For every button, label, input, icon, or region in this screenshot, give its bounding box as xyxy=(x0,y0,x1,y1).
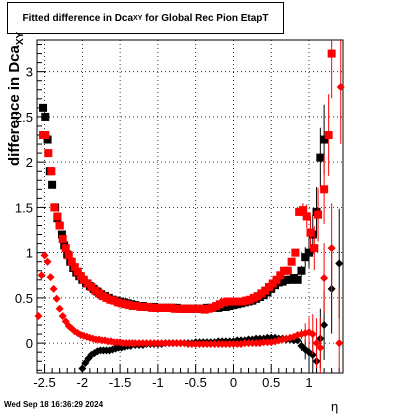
y-axis-label-subscript: XY xyxy=(15,31,26,46)
data-point xyxy=(320,321,329,330)
data-point xyxy=(48,180,57,189)
data-point xyxy=(306,228,315,237)
data-point xyxy=(327,49,336,58)
y-axis-label-text: difference in Dca xyxy=(6,45,23,166)
data-point xyxy=(37,271,46,280)
data-point xyxy=(316,153,325,162)
data-point xyxy=(67,257,76,266)
data-point xyxy=(320,135,329,144)
x-tick-label: 1 xyxy=(305,375,312,390)
data-point xyxy=(297,266,306,275)
data-point xyxy=(301,253,310,262)
data-point xyxy=(55,221,64,230)
y-tick-label: 1 xyxy=(26,246,33,261)
data-point xyxy=(53,212,62,221)
title-text: Fitted difference in Dca xyxy=(22,12,134,24)
data-point xyxy=(73,267,82,276)
data-point xyxy=(40,251,49,260)
data-point xyxy=(335,339,344,348)
data-point xyxy=(64,251,73,260)
data-point xyxy=(49,284,58,293)
x-tick-label: 0.5 xyxy=(262,375,280,390)
data-point xyxy=(39,103,48,112)
data-point xyxy=(50,203,59,212)
data-point xyxy=(55,304,64,313)
y-tick-label: 0.5 xyxy=(15,291,33,306)
data-point xyxy=(308,330,317,339)
x-tick-label: -0.5 xyxy=(184,375,206,390)
title-subscript: XY xyxy=(133,14,143,22)
data-point xyxy=(276,271,285,280)
y-axis-label: difference in DcaXY xyxy=(6,32,26,166)
y-tick-label: 2 xyxy=(26,155,33,170)
data-point xyxy=(78,364,87,373)
datestamp: Wed Sep 18 16:36:29 2024 xyxy=(4,400,104,409)
data-point xyxy=(52,294,61,303)
x-tick-label: -1.5 xyxy=(109,375,131,390)
data-point xyxy=(47,167,56,176)
data-point xyxy=(61,244,70,253)
data-point xyxy=(291,248,300,257)
data-point xyxy=(58,235,67,244)
data-point xyxy=(335,259,344,268)
data-point xyxy=(58,311,67,320)
x-tick-label: 0 xyxy=(230,375,237,390)
y-tick-label: 2.5 xyxy=(15,110,33,125)
data-point xyxy=(316,343,325,352)
data-point xyxy=(43,257,52,266)
data-points xyxy=(34,40,345,373)
data-point xyxy=(310,244,319,253)
axes: -2.5 -2 -1.5 -1 -0.5 0 0.5 1 0 0.5 1 1.5 2 2.5 3 xyxy=(15,44,340,390)
data-point xyxy=(57,230,66,239)
data-point xyxy=(44,149,53,158)
data-point xyxy=(41,131,50,140)
data-point xyxy=(336,83,345,92)
data-point xyxy=(272,275,281,284)
data-point xyxy=(43,135,52,144)
data-point xyxy=(320,185,329,194)
data-point xyxy=(293,275,302,284)
data-point xyxy=(324,131,333,140)
plot-frame xyxy=(36,39,344,374)
data-point xyxy=(34,311,43,320)
y-tick-label: 1.5 xyxy=(15,200,33,215)
data-point xyxy=(327,244,336,253)
data-point xyxy=(298,206,307,215)
data-point xyxy=(302,212,311,221)
y-tick-label: 3 xyxy=(26,65,33,80)
data-point xyxy=(41,112,50,121)
data-point xyxy=(314,210,323,219)
y-tick-label: 0 xyxy=(26,336,33,351)
x-tick-label: -2 xyxy=(77,375,89,390)
x-tick-label: -2.5 xyxy=(33,375,55,390)
title-suffix: for Global Rec Pion EtapT xyxy=(142,12,269,24)
data-point xyxy=(320,273,329,282)
data-point xyxy=(287,257,296,266)
chart-title: Fitted difference in Dca XY for Global Re… xyxy=(7,2,284,34)
data-point xyxy=(312,339,321,348)
x-axis-label: η xyxy=(331,399,339,414)
data-point xyxy=(46,273,55,282)
x-tick-label: -1 xyxy=(152,375,164,390)
data-point xyxy=(305,248,313,257)
data-point xyxy=(70,263,79,272)
data-point xyxy=(283,266,292,275)
grid xyxy=(37,40,343,373)
data-point xyxy=(308,350,317,359)
